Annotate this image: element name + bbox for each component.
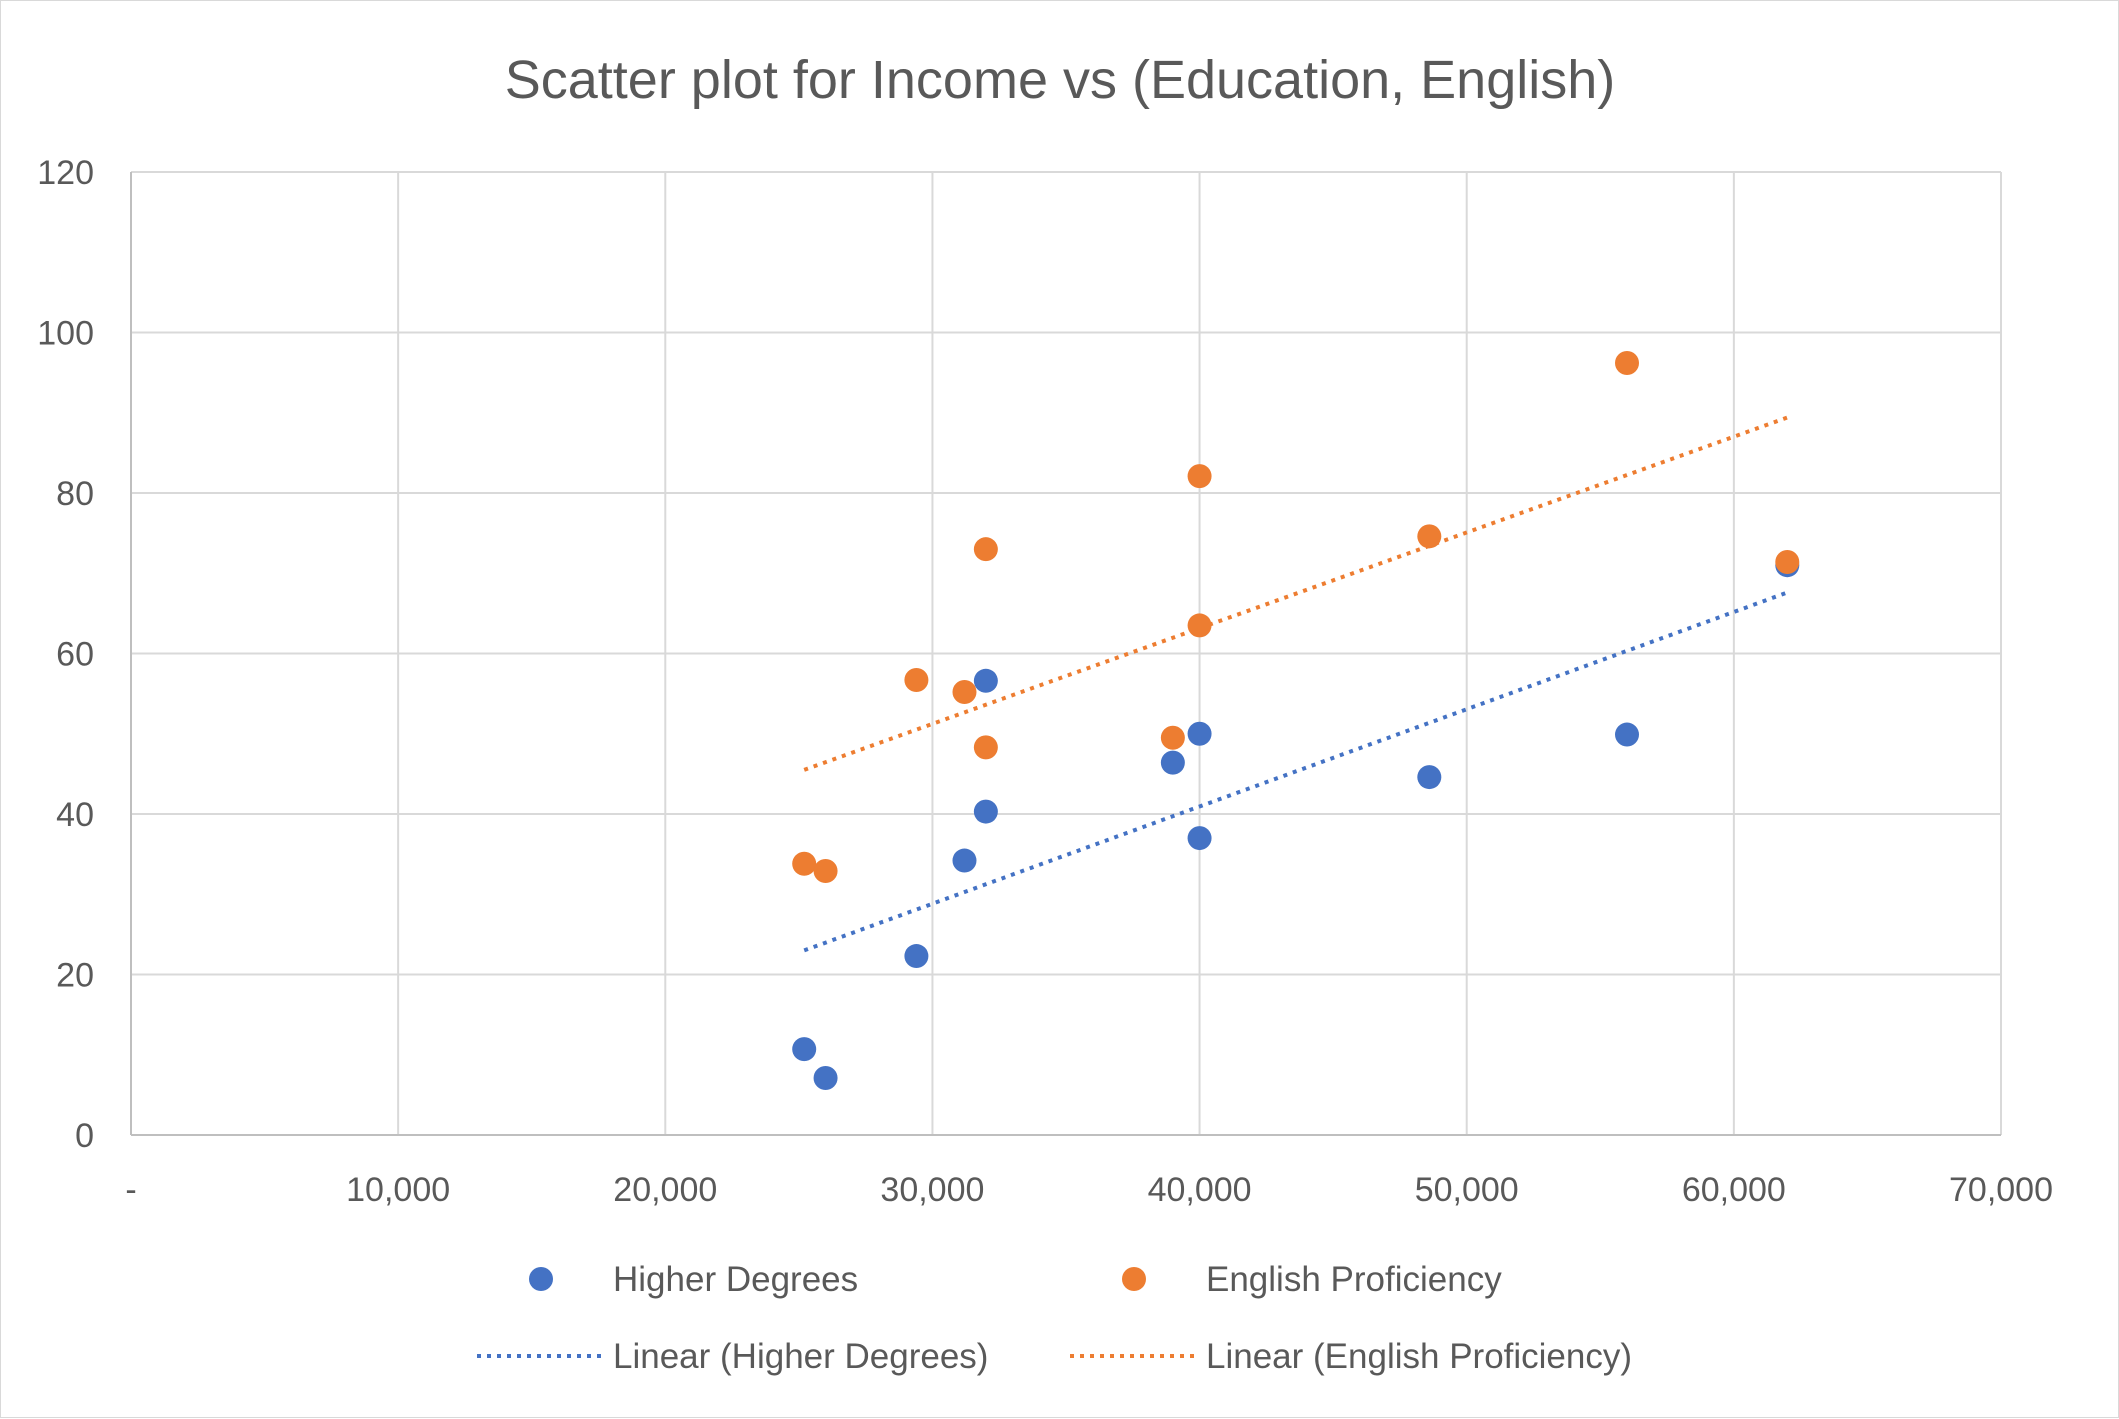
point-english-proficiency <box>1187 464 1212 489</box>
x-tick-label: 50,000 <box>1415 1171 1519 1209</box>
legend-trend-label-english-proficiency: Linear (English Proficiency) <box>1206 1337 1632 1376</box>
legend-marker-higher-degrees <box>529 1267 553 1291</box>
point-english-proficiency <box>904 667 929 692</box>
x-tick-label: 60,000 <box>1682 1171 1786 1209</box>
trendline-english-proficiency <box>803 415 1788 772</box>
point-english-proficiency <box>813 858 838 883</box>
point-higher-degrees <box>904 944 929 969</box>
data-points <box>792 350 1800 1091</box>
point-english-proficiency <box>973 537 998 562</box>
legend-trend-label-higher-degrees: Linear (Higher Degrees) <box>613 1337 988 1376</box>
point-higher-degrees <box>952 848 977 873</box>
point-english-proficiency <box>1775 550 1800 575</box>
point-higher-degrees <box>1187 721 1212 746</box>
point-higher-degrees <box>973 799 998 824</box>
x-tick-label: 30,000 <box>880 1171 984 1209</box>
legend: Higher Degrees English Proficiency Linear … <box>477 1260 1632 1376</box>
point-higher-degrees <box>1187 826 1212 851</box>
trendlines <box>803 415 1788 953</box>
legend-marker-english-proficiency <box>1122 1267 1146 1291</box>
x-tick-label: 70,000 <box>1949 1171 2053 1209</box>
point-english-proficiency <box>973 735 998 760</box>
point-higher-degrees <box>1417 765 1442 790</box>
x-tick-label: 20,000 <box>613 1171 717 1209</box>
legend-label-higher-degrees: Higher Degrees <box>613 1260 858 1299</box>
axes: - 10,000 20,000 30,000 40,000 50,000 60,000 70,… <box>37 154 2053 1209</box>
y-tick-label: 80 <box>56 475 94 513</box>
point-higher-degrees <box>792 1037 817 1062</box>
x-tick-label: - <box>125 1171 136 1209</box>
y-tick-label: 100 <box>37 315 94 353</box>
point-english-proficiency <box>1615 350 1639 375</box>
x-tick-label: 40,000 <box>1148 1171 1252 1209</box>
point-english-proficiency <box>1160 725 1185 750</box>
point-english-proficiency <box>1187 613 1212 638</box>
point-higher-degrees <box>813 1066 838 1091</box>
gridlines <box>131 171 2002 1135</box>
point-english-proficiency <box>952 680 977 705</box>
x-tick-label: 10,000 <box>346 1171 450 1209</box>
trendline-higher-degrees <box>803 590 1788 953</box>
chart-title: Scatter plot for Income vs (Education, E… <box>505 50 1616 110</box>
point-higher-degrees <box>1160 750 1185 775</box>
point-higher-degrees <box>1615 722 1639 747</box>
point-english-proficiency <box>792 851 817 876</box>
point-english-proficiency <box>1417 524 1442 549</box>
legend-label-english-proficiency: English Proficiency <box>1206 1260 1502 1299</box>
y-tick-label: 20 <box>56 957 94 995</box>
y-tick-label: 60 <box>56 636 94 674</box>
point-higher-degrees <box>973 668 998 693</box>
y-tick-label: 120 <box>37 154 94 192</box>
y-tick-label: 40 <box>56 796 94 834</box>
y-tick-label: 0 <box>75 1117 94 1155</box>
